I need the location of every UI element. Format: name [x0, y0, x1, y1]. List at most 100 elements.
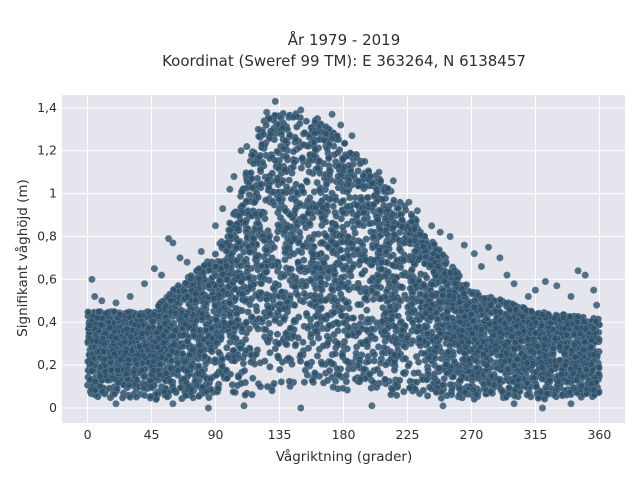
data-point — [226, 232, 234, 240]
data-point — [396, 376, 404, 384]
data-point — [433, 333, 441, 341]
data-point — [246, 283, 254, 291]
data-point — [262, 268, 270, 276]
data-point — [126, 393, 134, 401]
data-point — [242, 296, 250, 304]
data-point — [425, 354, 433, 362]
data-point — [93, 314, 101, 322]
data-point — [125, 381, 133, 389]
data-point — [265, 184, 273, 192]
data-point — [390, 351, 398, 359]
data-point — [196, 326, 204, 334]
data-point — [431, 374, 439, 382]
data-point — [295, 313, 303, 321]
data-point — [235, 373, 243, 381]
data-point — [278, 358, 286, 366]
data-point — [377, 177, 385, 185]
data-point — [468, 329, 476, 337]
data-point — [198, 297, 206, 305]
data-point — [529, 359, 537, 367]
data-point — [289, 113, 297, 121]
data-point — [342, 378, 350, 386]
data-point — [248, 313, 256, 321]
data-point — [401, 355, 409, 363]
data-point — [205, 281, 213, 289]
data-point — [362, 256, 370, 264]
data-point — [443, 392, 451, 400]
data-point — [373, 189, 381, 197]
data-point — [442, 334, 450, 342]
data-point — [538, 375, 546, 383]
data-point — [303, 360, 311, 368]
data-point — [387, 213, 395, 221]
data-point — [300, 289, 308, 297]
data-point — [311, 369, 319, 377]
data-point — [288, 360, 296, 368]
data-point — [285, 354, 293, 362]
data-point — [207, 346, 215, 354]
data-point — [323, 145, 331, 153]
data-point — [310, 130, 318, 138]
data-point — [223, 276, 231, 284]
data-point — [144, 346, 152, 354]
data-point — [345, 286, 353, 294]
data-point — [464, 338, 472, 346]
data-point — [581, 338, 589, 346]
data-point — [364, 315, 372, 323]
data-point — [244, 308, 252, 316]
data-point — [423, 376, 431, 384]
data-point — [286, 292, 294, 300]
data-point — [433, 343, 441, 351]
data-point — [324, 243, 332, 251]
data-point — [328, 285, 336, 293]
data-point — [313, 320, 321, 328]
data-point — [282, 153, 290, 161]
data-point — [236, 253, 244, 261]
data-point — [262, 246, 270, 254]
data-point — [342, 299, 350, 307]
data-point — [325, 267, 333, 275]
data-point — [562, 331, 570, 339]
data-point — [483, 361, 491, 369]
data-point — [505, 390, 513, 398]
data-point — [256, 359, 264, 367]
data-point — [91, 377, 99, 385]
data-point — [445, 324, 453, 332]
data-point — [266, 115, 274, 123]
data-point — [254, 193, 262, 201]
data-point — [119, 394, 127, 402]
data-point — [238, 290, 246, 298]
data-point — [393, 391, 401, 399]
data-point — [419, 281, 427, 289]
data-point — [192, 290, 200, 298]
data-point — [433, 315, 441, 323]
data-point — [320, 314, 328, 322]
data-point — [439, 291, 447, 299]
data-point — [249, 374, 257, 382]
data-point — [242, 228, 250, 236]
data-point — [245, 274, 253, 282]
data-point — [215, 348, 223, 356]
data-point — [123, 325, 131, 333]
data-point — [322, 130, 330, 138]
data-point — [296, 228, 304, 236]
data-point — [291, 301, 299, 309]
data-point — [170, 386, 178, 394]
data-point — [325, 321, 333, 329]
data-point — [339, 254, 347, 262]
data-point — [270, 243, 278, 251]
data-point — [376, 226, 384, 234]
data-point — [214, 385, 222, 393]
data-point — [326, 367, 334, 375]
data-point — [275, 196, 283, 204]
chart-title-line-2: Koordinat (Sweref 99 TM): E 363264, N 61… — [162, 52, 526, 70]
data-point — [376, 369, 384, 377]
data-point — [212, 271, 220, 279]
data-point — [431, 354, 439, 362]
data-point — [337, 290, 345, 298]
data-point — [152, 390, 160, 398]
data-point — [281, 256, 289, 264]
data-point — [138, 366, 146, 374]
data-point — [502, 349, 510, 357]
data-point — [370, 351, 378, 359]
